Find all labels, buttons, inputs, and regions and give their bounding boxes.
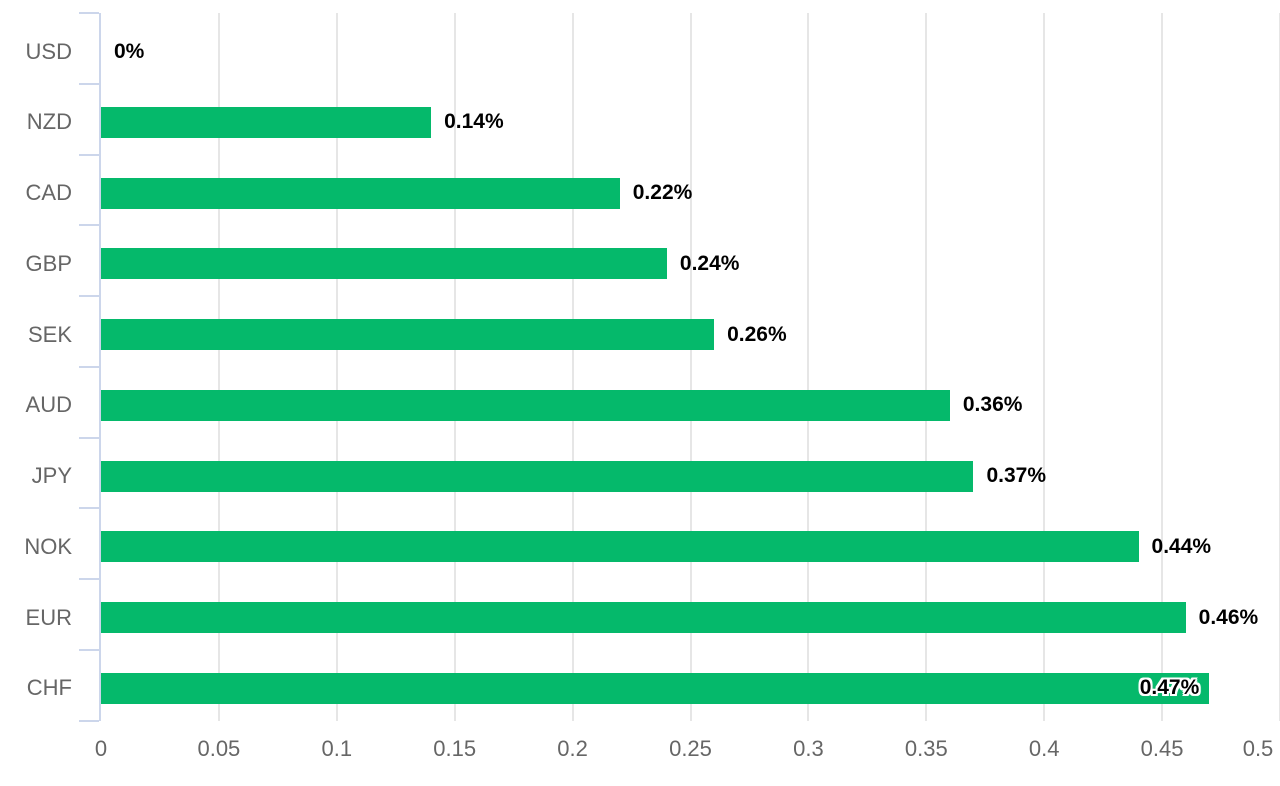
x-axis-label-0.25: 0.25 <box>669 736 712 761</box>
x-axis-label-0: 0 <box>94 736 108 761</box>
data-label-nok: 0.44% <box>1151 534 1212 558</box>
data-label-nzd: 0.14% <box>444 110 504 134</box>
x-axis-label-0.15: 0.15 <box>433 736 477 761</box>
gridline <box>807 13 810 721</box>
data-label-jpy: 0.37% <box>986 464 1046 487</box>
data-label-chf: 0.47% <box>1139 676 1200 700</box>
bar-eur[interactable] <box>101 602 1186 633</box>
y-axis-tick <box>79 295 99 297</box>
y-axis-tick <box>79 153 99 156</box>
x-axis-label-0.2: 0.2 <box>557 736 588 761</box>
bar-gbp[interactable] <box>101 248 667 280</box>
category-label-eur: EUR <box>25 604 72 630</box>
y-axis-tick <box>79 648 99 651</box>
gridline <box>1161 13 1164 721</box>
bar-jpy[interactable] <box>101 460 974 492</box>
bar-chf[interactable] <box>101 672 1210 704</box>
category-label-cad: CAD <box>25 180 72 205</box>
category-label-aud: AUD <box>25 392 72 418</box>
x-axis-label-0.05: 0.05 <box>197 736 241 761</box>
bar-nzd[interactable] <box>101 106 432 138</box>
y-axis-tick <box>79 719 99 722</box>
gridline <box>925 13 928 721</box>
category-label-nok: NOK <box>24 533 72 559</box>
x-axis-label-0.4: 0.4 <box>1028 736 1060 761</box>
gridline <box>1043 13 1046 721</box>
bar-aud[interactable] <box>101 389 950 421</box>
category-label-jpy: JPY <box>31 463 72 488</box>
y-axis-tick <box>79 578 99 580</box>
category-label-gbp: GBP <box>25 250 72 276</box>
x-axis-label-0.45: 0.45 <box>1140 736 1184 761</box>
data-label-sek: 0.26% <box>727 322 787 346</box>
y-axis-tick <box>79 82 99 85</box>
category-label-chf: CHF <box>26 675 72 701</box>
bar-cad[interactable] <box>101 177 620 209</box>
x-axis-label-0.1: 0.1 <box>321 736 353 761</box>
gridline <box>689 13 692 721</box>
gridline <box>335 13 338 721</box>
gridline <box>217 13 220 721</box>
gridline <box>571 13 574 721</box>
bar-sek[interactable] <box>101 319 715 350</box>
bar-nok[interactable] <box>101 531 1139 563</box>
y-axis-tick <box>79 436 99 439</box>
data-label-eur: 0.46% <box>1198 605 1259 629</box>
category-label-usd: USD <box>25 38 72 64</box>
x-axis-label-0.5: 0.5 <box>1242 736 1274 761</box>
y-axis-tick <box>79 365 99 368</box>
data-label-gbp: 0.24% <box>679 251 740 275</box>
category-label-sek: SEK <box>27 321 72 347</box>
y-axis-tick <box>79 507 99 510</box>
gridline <box>453 13 456 721</box>
category-label-nzd: NZD <box>26 109 72 135</box>
x-axis-label-0.3: 0.3 <box>793 736 824 761</box>
y-axis-tick <box>79 224 99 227</box>
data-label-cad: 0.22% <box>632 181 693 204</box>
y-axis-tick <box>79 12 99 14</box>
data-label-usd: 0% <box>114 39 145 63</box>
data-label-aud: 0.36% <box>962 393 1023 417</box>
y-axis-line <box>99 13 101 721</box>
x-axis-label-0.35: 0.35 <box>904 736 948 761</box>
